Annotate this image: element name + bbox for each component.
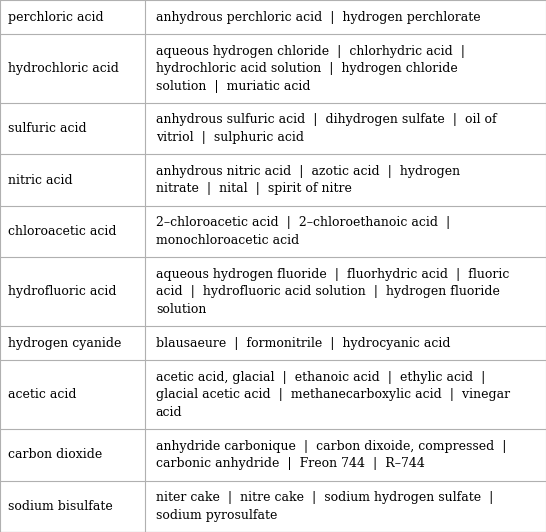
Text: perchloric acid: perchloric acid <box>8 11 104 23</box>
Text: hydrochloric acid: hydrochloric acid <box>8 62 119 75</box>
Text: sulfuric acid: sulfuric acid <box>8 122 87 135</box>
Text: acetic acid, glacial  |  ethanoic acid  |  ethylic acid  |
glacial acetic acid  : acetic acid, glacial | ethanoic acid | e… <box>156 371 510 419</box>
Text: blausaeure  |  formonitrile  |  hydrocyanic acid: blausaeure | formonitrile | hydrocyanic … <box>156 337 450 350</box>
Text: sodium bisulfate: sodium bisulfate <box>8 500 113 513</box>
Text: 2–chloroacetic acid  |  2–chloroethanoic acid  |
monochloroacetic acid: 2–chloroacetic acid | 2–chloroethanoic a… <box>156 217 450 247</box>
Text: anhydrous sulfuric acid  |  dihydrogen sulfate  |  oil of
vitriol  |  sulphuric : anhydrous sulfuric acid | dihydrogen sul… <box>156 113 496 144</box>
Text: aqueous hydrogen chloride  |  chlorhydric acid  |
hydrochloric acid solution  | : aqueous hydrogen chloride | chlorhydric … <box>156 45 465 93</box>
Text: aqueous hydrogen fluoride  |  fluorhydric acid  |  fluoric
acid  |  hydrofluoric: aqueous hydrogen fluoride | fluorhydric … <box>156 268 509 315</box>
Text: anhydride carbonique  |  carbon dixoide, compressed  |
carbonic anhydride  |  Fr: anhydride carbonique | carbon dixoide, c… <box>156 439 506 470</box>
Text: acetic acid: acetic acid <box>8 388 77 401</box>
Text: hydrogen cyanide: hydrogen cyanide <box>8 337 122 350</box>
Text: chloroacetic acid: chloroacetic acid <box>8 225 117 238</box>
Text: niter cake  |  nitre cake  |  sodium hydrogen sulfate  |
sodium pyrosulfate: niter cake | nitre cake | sodium hydroge… <box>156 491 493 521</box>
Text: nitric acid: nitric acid <box>8 173 73 187</box>
Text: hydrofluoric acid: hydrofluoric acid <box>8 285 117 298</box>
Text: anhydrous perchloric acid  |  hydrogen perchlorate: anhydrous perchloric acid | hydrogen per… <box>156 11 480 23</box>
Text: carbon dioxide: carbon dioxide <box>8 448 103 461</box>
Text: anhydrous nitric acid  |  azotic acid  |  hydrogen
nitrate  |  nital  |  spirit : anhydrous nitric acid | azotic acid | hy… <box>156 165 460 195</box>
